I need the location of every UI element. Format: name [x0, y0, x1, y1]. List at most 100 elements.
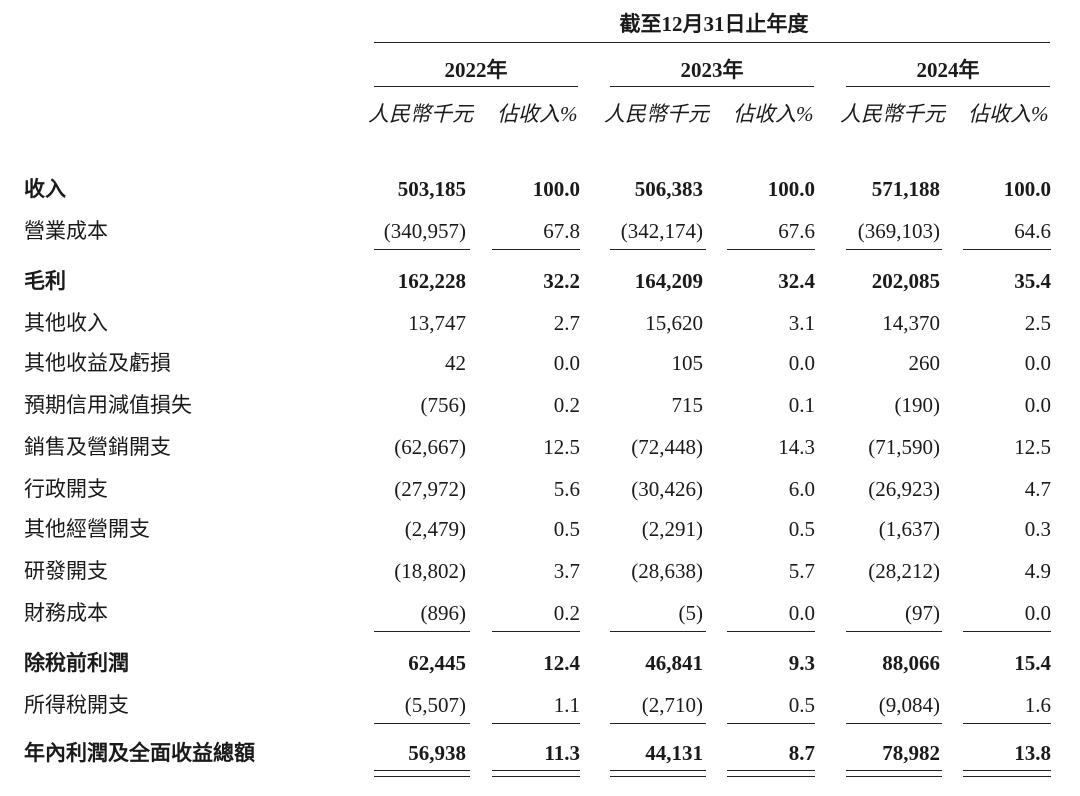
cell-amount-2023: (2,291)	[641, 517, 703, 541]
total-double-rule	[963, 770, 1051, 771]
cell-pct-2023: 100.0	[767, 177, 815, 201]
subtotal-rule	[727, 631, 815, 632]
subtotal-rule	[846, 723, 942, 724]
total-double-rule	[610, 770, 706, 771]
cell-pct-2022: 3.7	[553, 559, 580, 583]
row-label: 毛利......................................…	[24, 266, 342, 296]
year-rule-2024	[846, 86, 1050, 87]
cell-pct-2024: 2.5	[1024, 311, 1051, 335]
cell-amount-2023: 164,209	[634, 269, 703, 293]
cell-amount-2023: (30,426)	[631, 477, 703, 501]
subtotal-rule	[610, 723, 706, 724]
cell-amount-2022: 42	[445, 351, 466, 375]
row-label-text: 除稅前利潤	[24, 651, 131, 675]
cell-pct-2024: 0.0	[1024, 351, 1051, 375]
row-label: 研發開支....................................…	[24, 556, 342, 586]
cell-pct-2023: 67.6	[778, 219, 815, 243]
cell-amount-2022: (5,507)	[404, 693, 466, 717]
subtotal-rule	[492, 723, 580, 724]
cell-amount-2024: 571,188	[871, 177, 940, 201]
cell-amount-2023: 44,131	[645, 741, 703, 765]
row-label-text: 所得稅開支	[24, 693, 131, 717]
subtotal-rule	[610, 631, 706, 632]
row-label: 銷售及營銷開支.................................…	[24, 432, 342, 462]
row-label-text: 研發開支	[24, 559, 110, 583]
row-label-text: 其他經營開支	[24, 517, 152, 541]
cell-pct-2024: 13.8	[1014, 741, 1051, 765]
cell-pct-2022: 12.4	[543, 651, 580, 675]
row-label: 其他經營開支..................................…	[24, 514, 342, 544]
subtotal-rule	[492, 249, 580, 250]
total-double-rule	[727, 776, 815, 777]
total-double-rule	[492, 776, 580, 777]
cell-pct-2024: 12.5	[1014, 435, 1051, 459]
unit-pct-2023: 佔收入%	[733, 102, 814, 126]
cell-amount-2023: 105	[671, 351, 704, 375]
cell-amount-2024: (71,590)	[868, 435, 940, 459]
row-label-text: 營業成本	[24, 219, 110, 243]
row-label: 財務成本....................................…	[24, 598, 342, 628]
row-label: 收入......................................…	[24, 174, 342, 204]
cell-amount-2023: 715	[671, 393, 704, 417]
total-double-rule	[374, 770, 470, 771]
cell-pct-2023: 0.5	[788, 517, 815, 541]
cell-pct-2024: 0.0	[1024, 393, 1051, 417]
unit-amount-2022: 人民幣千元	[368, 102, 473, 126]
cell-pct-2022: 0.2	[553, 601, 580, 625]
period-title: 截至12月31日止年度	[619, 12, 809, 36]
cell-amount-2023: 46,841	[645, 651, 703, 675]
cell-pct-2023: 0.1	[788, 393, 815, 417]
total-double-rule	[492, 770, 580, 771]
unit-pct-2024: 佔收入%	[968, 102, 1049, 126]
row-label-text: 其他收入	[24, 311, 110, 335]
cell-pct-2022: 100.0	[532, 177, 580, 201]
cell-amount-2023: 15,620	[645, 311, 703, 335]
cell-pct-2023: 0.0	[788, 601, 815, 625]
cell-pct-2024: 64.6	[1014, 219, 1051, 243]
subtotal-rule	[963, 249, 1051, 250]
cell-pct-2024: 4.7	[1024, 477, 1051, 501]
row-label-text: 其他收益及虧損	[24, 351, 173, 375]
cell-pct-2024: 1.6	[1024, 693, 1051, 717]
cell-pct-2023: 0.0	[788, 351, 815, 375]
year-2023: 2023年	[680, 58, 744, 82]
subtotal-rule	[727, 723, 815, 724]
cell-amount-2022: 13,747	[408, 311, 466, 335]
total-double-rule	[963, 776, 1051, 777]
year-rule-2022	[374, 86, 578, 87]
cell-amount-2023: (342,174)	[620, 219, 703, 243]
cell-pct-2023: 6.0	[788, 477, 815, 501]
cell-amount-2024: (369,103)	[857, 219, 940, 243]
row-label-text: 年內利潤及全面收益總額	[24, 741, 257, 765]
cell-pct-2023: 5.7	[788, 559, 815, 583]
subtotal-rule	[610, 249, 706, 250]
cell-amount-2022: (62,667)	[394, 435, 466, 459]
cell-amount-2022: (18,802)	[394, 559, 466, 583]
cell-pct-2023: 0.5	[788, 693, 815, 717]
cell-pct-2024: 100.0	[1003, 177, 1051, 201]
subtotal-rule	[846, 631, 942, 632]
year-rule-2023	[610, 86, 814, 87]
total-double-rule	[374, 776, 470, 777]
unit-pct-2022: 佔收入%	[497, 102, 578, 126]
cell-amount-2022: 62,445	[408, 651, 466, 675]
subtotal-rule	[492, 631, 580, 632]
cell-amount-2024: (190)	[894, 393, 941, 417]
cell-amount-2024: (9,084)	[878, 693, 940, 717]
leader-dots: ........................................…	[24, 269, 342, 293]
cell-amount-2023: (28,638)	[631, 559, 703, 583]
total-double-rule	[846, 776, 942, 777]
subtotal-rule	[727, 249, 815, 250]
cell-pct-2024: 15.4	[1014, 651, 1051, 675]
cell-amount-2022: (340,957)	[383, 219, 466, 243]
cell-amount-2024: 88,066	[882, 651, 940, 675]
cell-pct-2022: 5.6	[553, 477, 580, 501]
cell-pct-2024: 4.9	[1024, 559, 1051, 583]
cell-amount-2024: 78,982	[882, 741, 940, 765]
total-double-rule	[727, 770, 815, 771]
row-label-text: 毛利	[24, 269, 68, 293]
cell-pct-2023: 32.4	[778, 269, 815, 293]
row-label: 年內利潤及全面收益總額.............................…	[24, 738, 342, 768]
year-2022: 2022年	[444, 58, 508, 82]
cell-pct-2022: 12.5	[543, 435, 580, 459]
